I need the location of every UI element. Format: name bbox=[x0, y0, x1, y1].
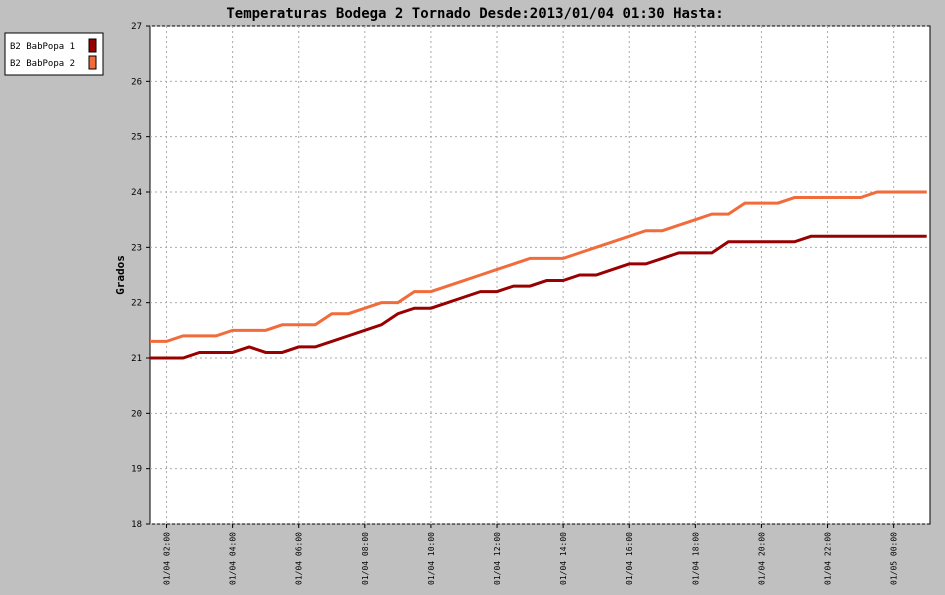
y-tick-label: 19 bbox=[131, 465, 142, 475]
x-tick-label: 01/04 22:00 bbox=[824, 532, 833, 585]
series-line bbox=[150, 234, 927, 360]
y-tick-label: 27 bbox=[131, 22, 142, 32]
x-tick-label: 01/04 14:00 bbox=[559, 532, 568, 585]
plot-area bbox=[149, 25, 931, 525]
y-tick-label: 23 bbox=[131, 243, 142, 253]
legend-swatch bbox=[88, 55, 97, 70]
chart-title: Temperaturas Bodega 2 Tornado Desde:2013… bbox=[226, 6, 723, 22]
legend-label: B2 BabPopa 1 bbox=[10, 42, 75, 52]
legend bbox=[4, 32, 104, 76]
y-tick-label: 24 bbox=[131, 188, 142, 198]
y-tick-label: 18 bbox=[131, 520, 142, 530]
legend-label: B2 BabPopa 2 bbox=[10, 59, 75, 69]
x-tick-label: 01/04 12:00 bbox=[493, 532, 502, 585]
x-tick-label: 01/04 18:00 bbox=[691, 532, 700, 585]
x-tick-label: 01/04 10:00 bbox=[427, 532, 436, 585]
series-line bbox=[150, 190, 927, 343]
y-tick-label: 22 bbox=[131, 299, 142, 309]
y-axis-label: Grados bbox=[114, 255, 127, 295]
x-tick-label: 01/05 00:00 bbox=[890, 532, 899, 585]
y-tick-label: 21 bbox=[131, 354, 142, 364]
x-tick-label: 01/04 08:00 bbox=[361, 532, 370, 585]
y-tick-label: 20 bbox=[131, 409, 142, 419]
x-tick-label: 01/04 04:00 bbox=[229, 532, 238, 585]
x-tick-label: 01/04 02:00 bbox=[163, 532, 172, 585]
y-tick-label: 26 bbox=[131, 77, 142, 87]
x-tick-label: 01/04 16:00 bbox=[625, 532, 634, 585]
x-tick-label: 01/04 20:00 bbox=[757, 532, 766, 585]
y-tick-label: 25 bbox=[131, 133, 142, 143]
legend-swatch bbox=[88, 38, 97, 53]
x-tick-label: 01/04 06:00 bbox=[295, 532, 304, 585]
